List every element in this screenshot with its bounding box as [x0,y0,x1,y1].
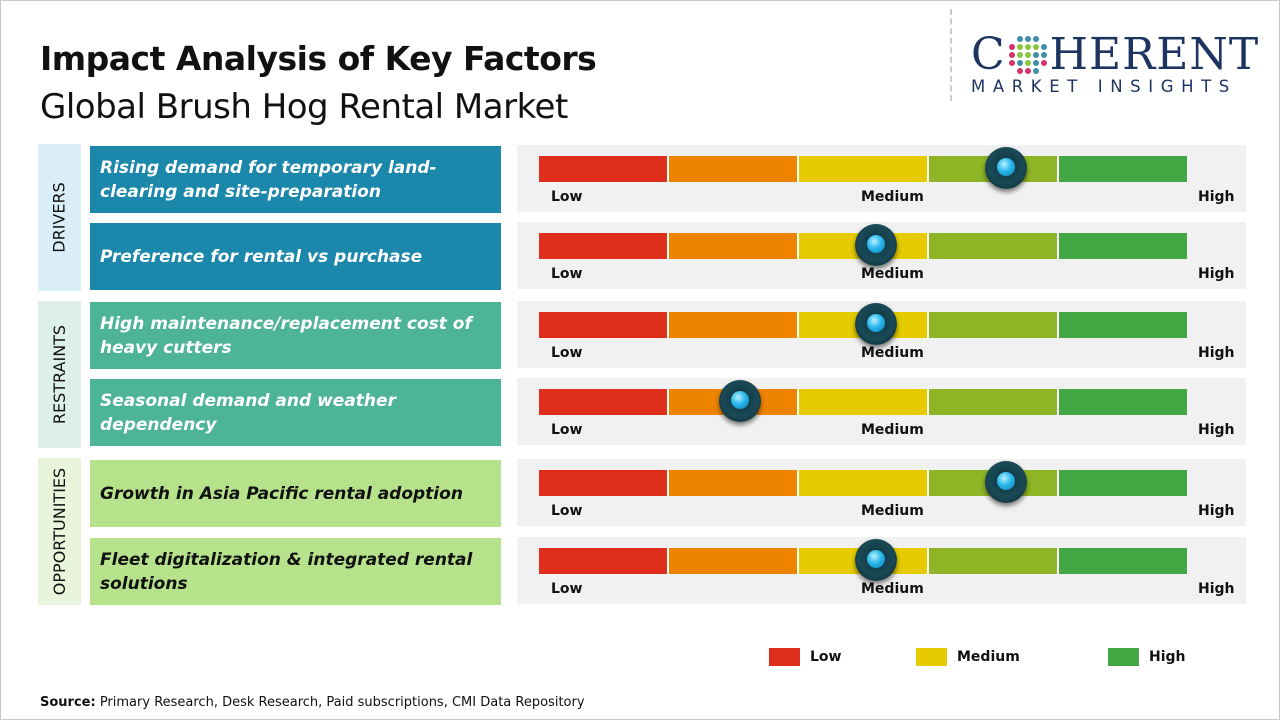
gauge-segment [1059,470,1187,496]
gauge-label-low: Low [551,266,583,282]
category-label: RESTRAINTS [50,324,69,425]
gauge-segment [669,233,799,259]
gauge-bar [539,389,1187,415]
factor-text: High maintenance/replacement cost of hea… [100,313,472,358]
gauge-segment [1059,156,1187,182]
gauge-label-medium: Medium [861,503,924,519]
gauge-segment [539,389,669,415]
category-restraints: RESTRAINTS [38,301,81,448]
gauge-segment [539,548,669,574]
gauge-label-low: Low [551,345,583,361]
gauge-label-high: High [1198,266,1235,282]
gauge-label-low: Low [551,503,583,519]
gauge-bar [539,470,1187,496]
factor-text: Growth in Asia Pacific rental adoption [100,483,463,504]
category-label: DRIVERS [50,182,70,253]
gauge-segment [669,470,799,496]
impact-gauge: Low Medium High [517,378,1246,445]
legend-medium: Medium [916,648,1020,666]
factor-text: Preference for rental vs purchase [100,246,423,267]
gauge-label-medium: Medium [861,581,924,597]
gauge-label-medium: Medium [861,345,924,361]
factor-item: Fleet digitalization & integrated rental… [90,538,501,605]
legend-swatch [769,648,800,666]
gauge-segment [929,548,1059,574]
gauge-segment [799,156,929,182]
factor-item: Seasonal demand and weather dependency [90,379,501,446]
globe-icon [1008,36,1047,74]
gauge-label-high: High [1198,189,1235,205]
gauge-bar [539,156,1187,182]
gauge-label-high: High [1198,581,1235,597]
gauge-segment [799,470,929,496]
impact-marker-knob [984,147,1027,189]
gauge-label-high: High [1198,503,1235,519]
gauge-segment [539,156,669,182]
gauge-segment [1059,312,1187,338]
page-title: Impact Analysis of Key Factors [40,39,597,78]
factor-text: Rising demand for temporary land-clearin… [100,157,437,202]
impact-marker-knob [718,380,761,422]
impact-gauge: Low Medium High [517,537,1246,604]
gauge-segment [929,312,1059,338]
impact-marker-knob [854,224,897,266]
factor-item: High maintenance/replacement cost of hea… [90,302,501,369]
gauge-label-high: High [1198,345,1235,361]
legend-swatch [1108,648,1139,666]
category-label: OPPORTUNITIES [50,467,69,596]
impact-marker-knob [984,461,1027,503]
gauge-label-medium: Medium [861,189,924,205]
gauge-segment [1059,548,1187,574]
factor-item: Growth in Asia Pacific rental adoption [90,460,501,527]
legend-swatch [916,648,947,666]
impact-marker-knob [854,539,897,581]
factor-text: Seasonal demand and weather dependency [100,390,396,435]
gauge-segment [539,312,669,338]
page-subtitle: Global Brush Hog Rental Market [40,87,568,127]
gauge-label-low: Low [551,422,583,438]
impact-marker-knob [854,303,897,345]
gauge-segment [669,548,799,574]
gauge-segment [539,233,669,259]
gauge-segment [929,389,1059,415]
gauge-segment [669,312,799,338]
gauge-label-high: High [1198,422,1235,438]
legend-high: High [1108,648,1186,666]
company-logo: C HERENT MARKET INSIGHTS [971,29,1260,97]
gauge-segment [799,389,929,415]
divider [950,9,952,101]
gauge-label-medium: Medium [861,422,924,438]
gauge-bar [539,312,1187,338]
impact-gauge: Low Medium High [517,459,1246,526]
legend-low: Low [769,648,841,666]
gauge-segment [669,156,799,182]
category-drivers: DRIVERS [38,144,81,291]
factor-text: Fleet digitalization & integrated rental… [100,549,473,594]
category-opportunities: OPPORTUNITIES [38,458,81,605]
impact-gauge: Low Medium High [517,222,1246,289]
impact-gauge: Low Medium High [517,145,1246,212]
impact-gauge: Low Medium High [517,301,1246,368]
gauge-segment [929,233,1059,259]
gauge-segment [1059,233,1187,259]
gauge-segment [1059,389,1187,415]
source-note: Source: Primary Research, Desk Research,… [40,695,585,710]
factor-item: Preference for rental vs purchase [90,223,501,290]
gauge-label-low: Low [551,581,583,597]
gauge-label-low: Low [551,189,583,205]
gauge-label-medium: Medium [861,266,924,282]
factor-item: Rising demand for temporary land-clearin… [90,146,501,213]
gauge-segment [539,470,669,496]
